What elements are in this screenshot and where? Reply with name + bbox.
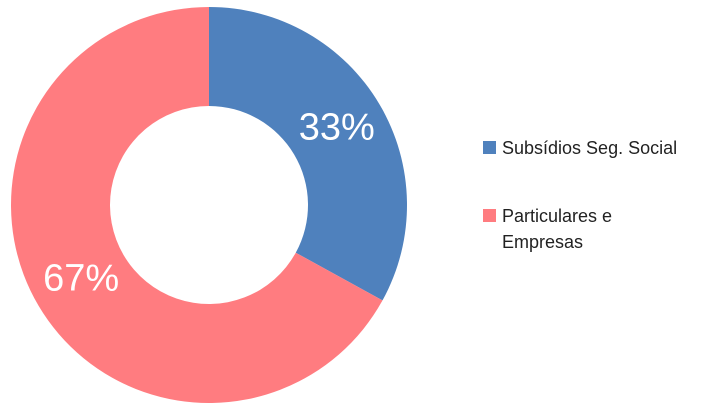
data-label: 67% bbox=[43, 258, 119, 300]
chart: 33% 67% bbox=[11, 7, 407, 403]
legend-item: Subsídios Seg. Social bbox=[483, 137, 723, 161]
legend-label: Subsídios Seg. Social bbox=[502, 138, 678, 158]
donut-slice bbox=[11, 7, 383, 403]
legend-swatch bbox=[483, 141, 496, 154]
legend-label: Particulares e Empresas bbox=[502, 206, 613, 252]
legend: Subsídios Seg. Social Particulares e Empr… bbox=[483, 137, 723, 299]
donut-slice bbox=[209, 7, 407, 301]
legend-item: Particulares e Empresas bbox=[483, 205, 723, 255]
data-label: 33% bbox=[299, 106, 375, 148]
legend-swatch bbox=[483, 209, 496, 222]
